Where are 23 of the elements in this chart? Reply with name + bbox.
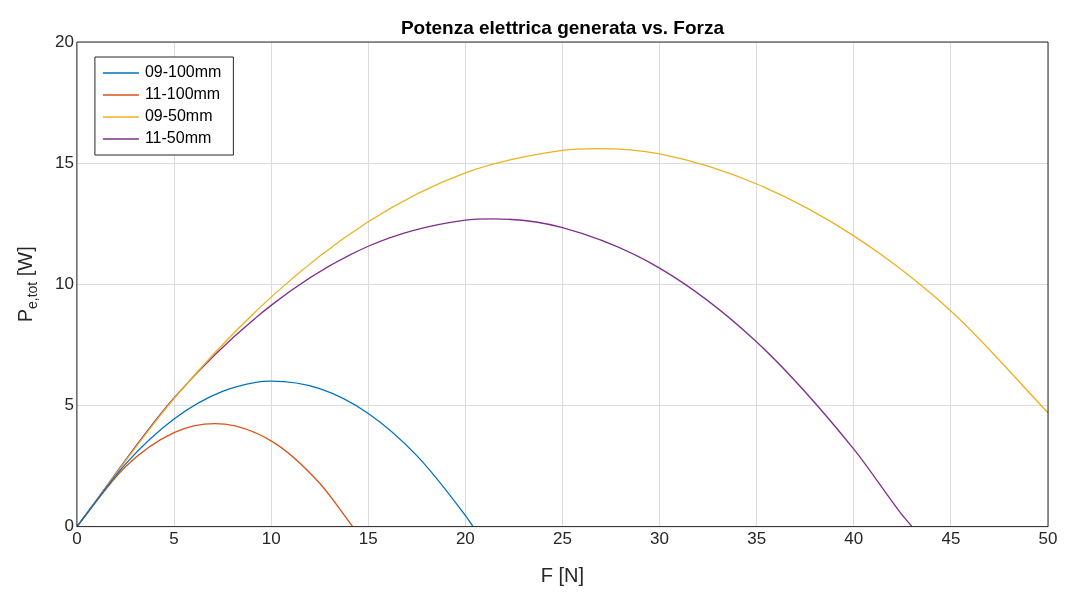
line-series	[76, 380, 474, 527]
y-tick-label: 10	[54, 273, 74, 293]
legend-label: 09-100mm	[144, 63, 222, 81]
x-tick-label: 35	[747, 529, 767, 549]
x-tick-label: 40	[844, 529, 864, 549]
x-tick-label: 45	[941, 529, 961, 549]
y-tick-label: 15	[54, 152, 74, 172]
x-tick-label: 10	[261, 529, 281, 549]
y-axis-title: Pe,tot [W]	[14, 246, 40, 323]
legend-label: 09-50mm	[144, 107, 213, 125]
x-axis-title: F [N]	[540, 564, 585, 587]
x-tick-label: 30	[650, 529, 670, 549]
x-tick-label: 20	[455, 529, 475, 549]
x-tick-label: 5	[169, 529, 179, 549]
y-tick-label: 20	[54, 31, 74, 51]
legend-label: 11-50mm	[144, 129, 212, 147]
x-tick-label: 25	[552, 529, 572, 549]
y-tick-label: 0	[64, 516, 74, 536]
x-tick-label: 50	[1038, 529, 1058, 549]
y-tick-label: 5	[64, 395, 74, 415]
legend-label: 11-100mm	[144, 85, 221, 103]
chart-title: Potenza elettrica generata vs. Forza	[400, 16, 725, 38]
x-tick-label: 15	[358, 529, 378, 549]
